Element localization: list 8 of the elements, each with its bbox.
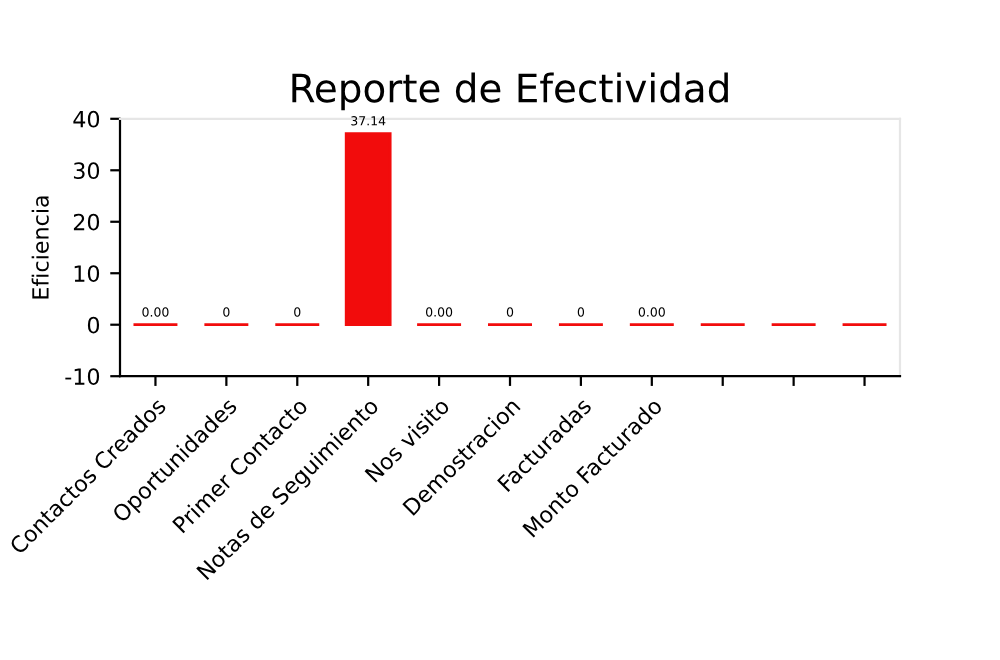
y-tick-label: 20: [73, 213, 100, 231]
y-tick-label: 0: [87, 316, 100, 334]
y-tick-label: 10: [74, 265, 100, 282]
y-tick-label: -10: [65, 368, 100, 385]
chart-title: Reporte de Efectividad: [292, 72, 728, 111]
y-axis-title: Eficiencia: [31, 196, 49, 299]
y-tick-label: 40: [73, 110, 100, 128]
y-tick-label: 30: [73, 162, 100, 180]
